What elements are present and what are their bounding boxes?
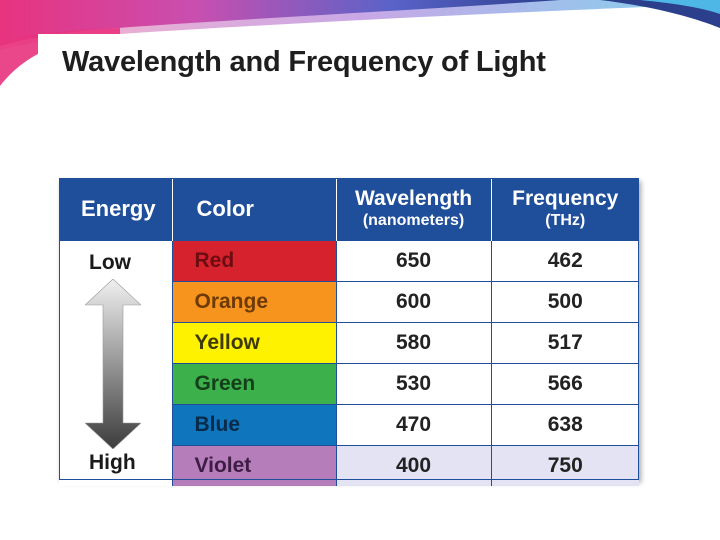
table-row: Orange 600 500 [59, 281, 639, 323]
table-row: Blue 470 638 [59, 404, 639, 446]
wavelength-cell: 580 [335, 322, 491, 364]
color-cell: Violet [171, 445, 336, 486]
header-frequency-unit: (THz) [545, 212, 586, 229]
light-table: Energy Color Wavelength (nanometers) Fre… [59, 178, 639, 486]
color-cell: Red [171, 240, 336, 282]
energy-column: Low High [59, 240, 172, 486]
frequency-cell: 638 [490, 404, 639, 446]
double-arrow-icon [85, 278, 141, 449]
frequency-cell: 517 [490, 322, 639, 364]
header-energy: Energy [59, 178, 172, 241]
page-title: Wavelength and Frequency of Light [62, 46, 546, 78]
header-frequency-label: Frequency [512, 187, 619, 210]
header-color: Color [171, 178, 336, 241]
wavelength-cell: 650 [335, 240, 491, 282]
header-row: Energy Color Wavelength (nanometers) Fre… [59, 178, 639, 241]
frequency-cell: 500 [490, 281, 639, 323]
header-frequency: Frequency (THz) [490, 178, 639, 241]
color-cell: Blue [171, 404, 336, 446]
header-wavelength-label: Wavelength [354, 187, 473, 210]
decorative-banner [0, 0, 720, 90]
wavelength-cell: 470 [335, 404, 491, 446]
header-wavelength-unit: (nanometers) [362, 212, 465, 229]
frequency-cell: 566 [490, 363, 639, 405]
color-cell: Green [171, 363, 336, 405]
table-row: Green 530 566 [59, 363, 639, 405]
color-cell: Yellow [171, 322, 336, 364]
wavelength-cell: 530 [335, 363, 491, 405]
color-cell: Orange [171, 281, 336, 323]
frequency-cell: 750 [490, 445, 639, 486]
frequency-cell: 462 [490, 240, 639, 282]
header-wavelength: Wavelength (nanometers) [335, 178, 491, 241]
table-row: Yellow 580 517 [59, 322, 639, 364]
energy-high-label: High [89, 450, 136, 474]
energy-low-label: Low [89, 250, 131, 274]
wavelength-cell: 400 [335, 445, 491, 486]
table-row: Low High Red 650 462 [59, 240, 639, 486]
wavelength-cell: 600 [335, 281, 491, 323]
